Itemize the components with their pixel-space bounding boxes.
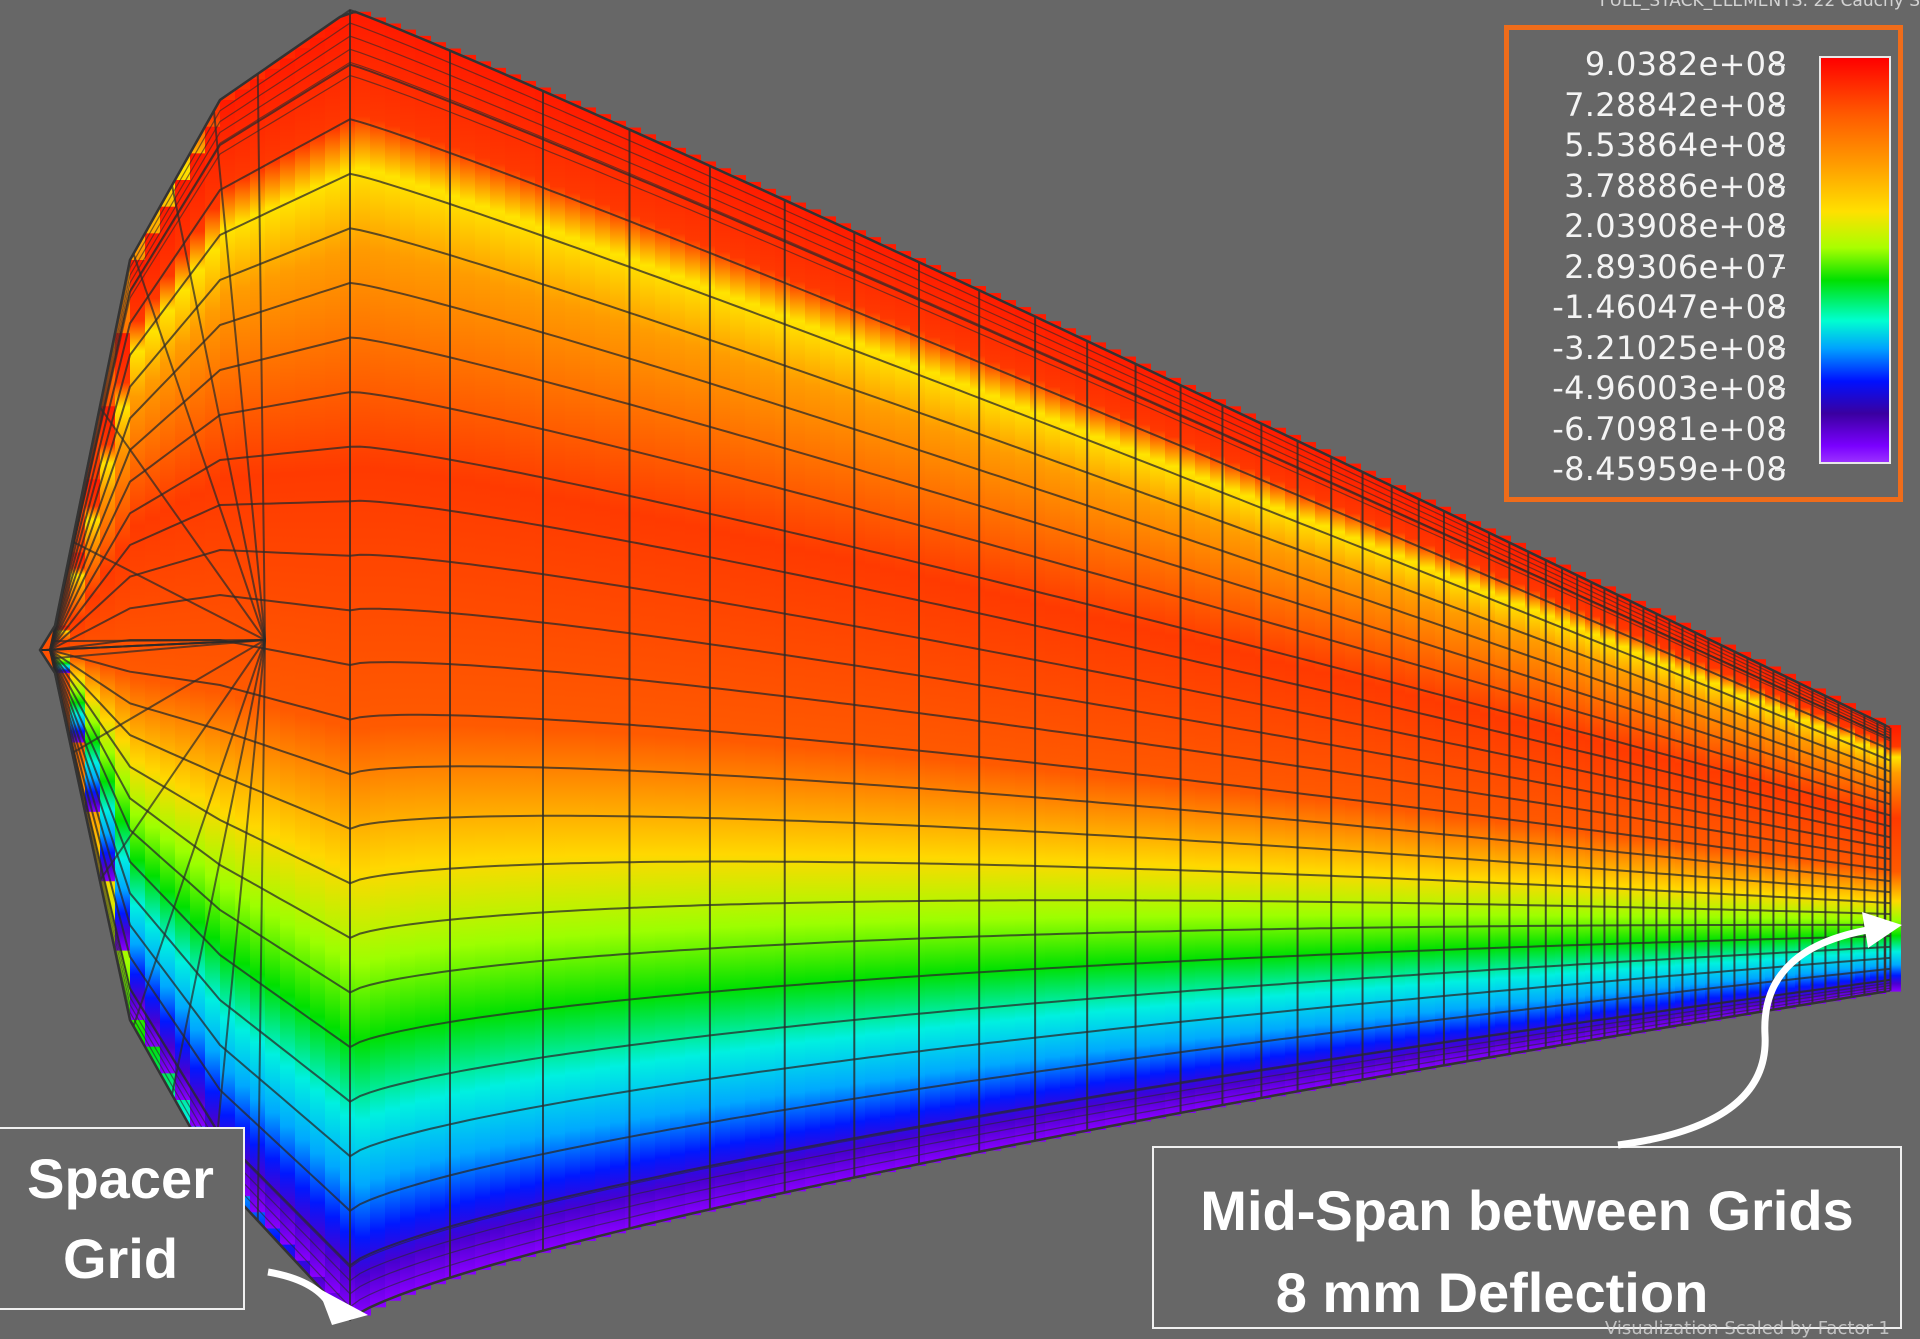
legend-label: -3.21025e+08 xyxy=(1552,328,1787,367)
mesh-edge-line xyxy=(40,48,1891,737)
mesh-row-line xyxy=(40,649,1891,1049)
legend-labels: 9.0382e+08 7.28842e+08 5.53864e+08 3.78886e… xyxy=(1517,44,1787,490)
mesh-row-line xyxy=(40,649,1891,1158)
mesh-edge-line xyxy=(40,649,1891,1269)
mesh-outline xyxy=(38,10,1887,1317)
legend-label: 3.78886e+08 xyxy=(1564,166,1787,205)
legend-tick xyxy=(1775,388,1785,390)
mesh-row-line xyxy=(40,649,1891,940)
mesh-fan-line xyxy=(99,639,266,882)
legend-label: 7.28842e+08 xyxy=(1564,85,1787,124)
mesh-row-line xyxy=(40,649,1891,1103)
midspan-line1: Mid-Span between Grids xyxy=(1200,1179,1854,1242)
legend-label: 2.89306e+07 xyxy=(1564,247,1787,286)
legend-tick xyxy=(1775,64,1785,66)
mesh-fan-line xyxy=(256,73,266,641)
midspan-callout: Mid-Span between Grids 8 mm Deflection xyxy=(1152,1146,1902,1329)
mesh-edge-line xyxy=(40,74,1891,742)
mesh-fan-line xyxy=(171,639,266,1095)
mesh-row-line xyxy=(40,391,1891,806)
legend-label: -4.96003e+08 xyxy=(1552,369,1787,407)
mesh-edge-line xyxy=(40,649,1891,1282)
mesh-fan-line xyxy=(71,639,266,754)
mesh-edge-line xyxy=(40,61,1891,739)
mesh-edge-line xyxy=(40,35,1891,734)
color-legend: 9.0382e+08 7.28842e+08 5.53864e+08 3.78886e… xyxy=(1504,25,1903,502)
result-title: FULL_STACK_ELEMENTS: 22 Cauchy S xyxy=(1599,0,1920,11)
legend-tick xyxy=(1775,266,1785,269)
mesh-fan-line xyxy=(51,639,266,660)
legend-label: -1.46047e+08 xyxy=(1552,288,1787,326)
mesh-fan-line xyxy=(132,639,266,1027)
mesh-row-line xyxy=(40,649,1891,894)
mesh-fan-line xyxy=(171,185,266,641)
mesh-fan-line xyxy=(44,639,266,651)
mesh-row-line xyxy=(40,499,1891,828)
legend-label: 5.53864e+08 xyxy=(1564,126,1787,164)
mesh-row-line xyxy=(40,118,1891,751)
legend-tick xyxy=(1775,104,1785,107)
mesh-row-line xyxy=(40,649,1890,994)
legend-label: 9.0382e+08 xyxy=(1584,45,1787,83)
legend-tick xyxy=(1775,185,1785,188)
mesh-row-line xyxy=(40,227,1891,773)
mesh-fan-line xyxy=(212,110,266,641)
mesh-row-line xyxy=(40,639,1891,861)
mesh-fan-line xyxy=(256,639,266,1221)
spacer-grid-line1: Spacer xyxy=(27,1147,214,1210)
legend-tick xyxy=(1775,226,1785,228)
legend-label: 2.03908e+08 xyxy=(1564,207,1787,245)
mesh-row-line xyxy=(40,63,1891,740)
legend-label: -8.45959e+08 xyxy=(1552,450,1787,488)
mesh-row-line xyxy=(40,445,1891,817)
mesh-row-line xyxy=(40,548,1891,839)
mesh-row-line xyxy=(40,649,1891,883)
mesh-edge-line xyxy=(40,22,1891,731)
mesh-gridlines xyxy=(38,8,1892,1322)
mesh-row-line xyxy=(40,649,1891,872)
mesh-fan-line xyxy=(71,540,266,641)
legend-tick xyxy=(1775,469,1785,471)
mesh-row-line xyxy=(40,649,1891,1213)
legend-tick xyxy=(1775,307,1785,309)
mesh-fan-line xyxy=(132,253,266,641)
scale-caption: Visualization Scaled by Factor 1 xyxy=(1604,1318,1890,1339)
spacer-grid-line2: Grid xyxy=(62,1227,179,1290)
mesh-row-line xyxy=(40,649,1891,1267)
legend-label: -6.70981e+08 xyxy=(1552,409,1787,448)
mesh-fan-line xyxy=(51,639,266,643)
mesh-fan-line xyxy=(99,406,266,641)
legend-tick xyxy=(1775,145,1785,147)
midspan-line2: 8 mm Deflection xyxy=(1275,1261,1709,1324)
legend-tick xyxy=(1775,347,1785,350)
mesh-fan-line xyxy=(212,639,266,1170)
spacer-grid-callout: Spacer Grid xyxy=(0,1127,245,1310)
mesh-row-line xyxy=(40,172,1891,762)
mesh-row-line xyxy=(40,593,1891,850)
mesh-row-line xyxy=(40,281,1891,784)
mesh-row-line xyxy=(40,336,1891,795)
mesh-row-line xyxy=(40,649,1891,905)
legend-tick xyxy=(1775,428,1785,431)
legend-colorbar xyxy=(1819,56,1891,464)
